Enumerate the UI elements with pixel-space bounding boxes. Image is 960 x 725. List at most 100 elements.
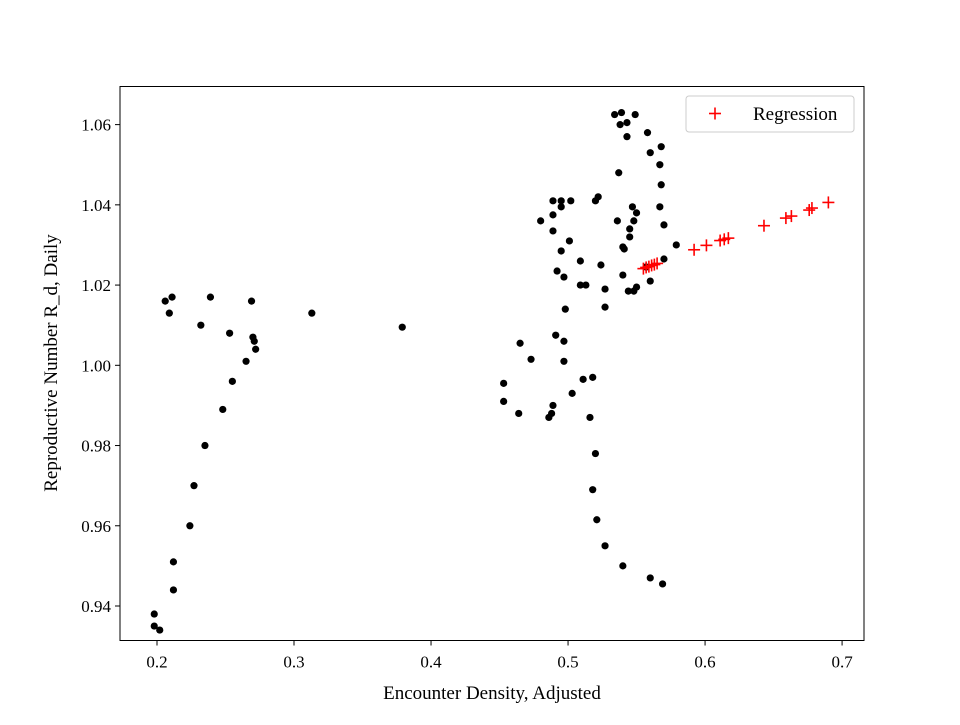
data-point (549, 227, 557, 235)
x-tick-label: 0.2 (146, 653, 167, 672)
data-point (672, 241, 680, 249)
regression-point (700, 239, 713, 252)
data-point (169, 586, 178, 594)
data-point (619, 562, 627, 570)
x-tick-label: 0.4 (420, 653, 442, 672)
data-point (553, 267, 561, 275)
data-point (527, 355, 535, 363)
data-point (557, 197, 565, 205)
legend: Regression (685, 95, 855, 133)
data-point (657, 143, 665, 151)
y-tick-label: 1.00 (81, 356, 111, 375)
data-point (646, 149, 654, 157)
data-point (631, 110, 639, 119)
data-point (658, 580, 667, 588)
y-tick-label: 1.04 (81, 196, 111, 215)
data-point (565, 237, 574, 245)
y-tick-label: 0.96 (81, 517, 111, 536)
data-point (560, 357, 568, 365)
data-point (249, 333, 257, 341)
data-point (161, 297, 169, 305)
data-point (643, 129, 652, 137)
data-point (561, 305, 569, 313)
data-point (242, 357, 250, 365)
regression-point (803, 204, 816, 217)
legend-regression-marker (709, 107, 721, 120)
data-point (165, 309, 173, 317)
data-point (150, 622, 158, 630)
data-point (557, 203, 565, 211)
data-point (582, 281, 590, 289)
data-point (589, 486, 597, 494)
data-point (156, 626, 164, 634)
data-point (206, 293, 215, 301)
data-point (630, 217, 638, 225)
data-point (252, 345, 260, 353)
data-point (190, 482, 198, 490)
plot-frame (119, 86, 865, 641)
data-point (620, 245, 628, 253)
data-point (619, 271, 627, 279)
data-point (560, 273, 568, 281)
data-point (615, 169, 623, 177)
data-point (548, 409, 556, 418)
data-point (186, 522, 194, 530)
data-point (626, 233, 634, 241)
x-tick-label: 0.7 (831, 653, 853, 672)
data-point (549, 197, 557, 205)
data-point (597, 261, 605, 269)
data-point (624, 287, 632, 295)
data-point (308, 309, 316, 317)
regression-point (785, 210, 798, 223)
points-layer (150, 108, 835, 634)
regression-point (779, 212, 792, 225)
y-tick-label: 1.06 (81, 116, 111, 135)
y-axis-ticks: 0.94 0.96 0.98 1.00 1.02 1.04 1.06 (81, 116, 120, 616)
x-tick-label: 0.3 (283, 653, 304, 672)
regression-point (645, 259, 658, 272)
data-point (657, 181, 665, 189)
x-tick-label: 0.6 (694, 653, 715, 672)
regression-point (651, 257, 664, 270)
data-point (201, 441, 209, 450)
data-point (623, 133, 631, 141)
data-point (576, 257, 584, 265)
regression-point (642, 260, 655, 273)
data-point (552, 331, 560, 339)
data-point (646, 277, 654, 285)
regression-point (722, 232, 735, 245)
regression-point (640, 261, 653, 274)
data-point (169, 558, 178, 566)
regression-point (648, 258, 661, 271)
data-point (646, 574, 654, 582)
data-point (601, 542, 609, 550)
x-tick-label: 0.5 (557, 653, 578, 672)
data-point (398, 323, 406, 331)
data-point (601, 285, 609, 293)
data-point (586, 413, 594, 422)
regression-point (637, 262, 650, 275)
data-point (549, 401, 557, 410)
data-point (611, 110, 619, 119)
data-point (228, 377, 236, 385)
data-point (593, 516, 601, 524)
data-point (226, 329, 234, 337)
y-tick-label: 0.94 (81, 597, 111, 616)
data-point (591, 449, 600, 458)
data-point (557, 247, 565, 255)
data-point (623, 119, 631, 127)
data-point (549, 211, 557, 219)
y-tick-label: 1.02 (81, 276, 111, 295)
data-point (515, 409, 523, 418)
x-axis-ticks: 0.2 0.3 0.4 0.5 0.6 0.7 (146, 640, 853, 672)
regression-point (688, 243, 701, 256)
data-point (589, 373, 597, 381)
data-point (594, 193, 602, 201)
data-point (660, 255, 668, 263)
data-point (197, 321, 205, 329)
legend-regression-label: Regression (753, 104, 838, 125)
data-point (656, 203, 664, 211)
data-point (560, 337, 568, 345)
y-tick-label: 0.98 (81, 437, 111, 456)
